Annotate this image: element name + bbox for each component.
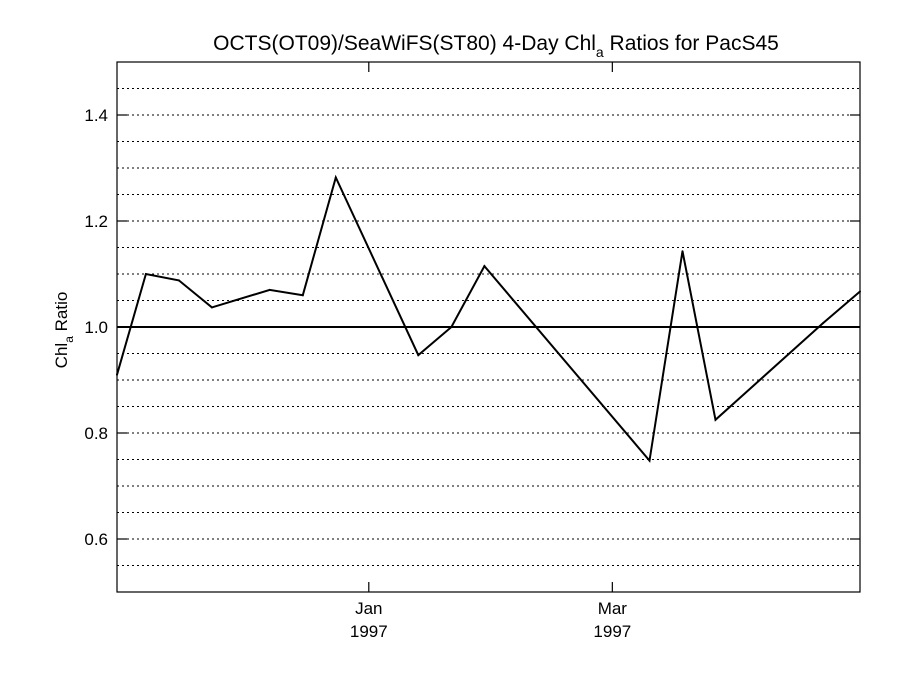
data-point: [648, 459, 651, 462]
data-point: [210, 306, 213, 309]
data-point: [483, 265, 486, 268]
data-point: [301, 294, 304, 297]
axis-ticks: 0.6 0.8 1.0 1.2 1.4 Jan 1997 Mar 1997: [84, 62, 860, 641]
y-tick-label: 1.0: [84, 318, 108, 337]
gridlines: [117, 88, 860, 566]
data-point: [821, 322, 824, 325]
data-point: [177, 279, 180, 282]
chart-title: OCTS(OT09)/SeaWiFS(ST80) 4-Day Chla Rati…: [213, 32, 779, 60]
series-group: [116, 174, 861, 463]
data-point: [450, 326, 453, 328]
y-axis-label: Chla Ratio: [52, 292, 76, 369]
y-tick-label: 0.8: [84, 424, 108, 443]
x-tick-label-month: Jan: [355, 599, 382, 618]
data-point: [714, 418, 717, 421]
plot-frame: [116, 61, 861, 593]
data-point: [144, 273, 147, 275]
series-line: [116, 174, 861, 463]
data-point: [417, 354, 420, 357]
data-point: [334, 176, 337, 179]
y-tick-label: 1.4: [84, 106, 108, 125]
x-tick-label-month: Mar: [598, 599, 628, 618]
y-tick-label: 1.2: [84, 212, 108, 231]
x-tick-label-year: 1997: [350, 622, 388, 641]
data-point: [268, 288, 271, 291]
y-tick-label: 0.6: [84, 530, 108, 549]
data-point: [681, 250, 684, 253]
x-tick-label-year: 1997: [593, 622, 631, 641]
